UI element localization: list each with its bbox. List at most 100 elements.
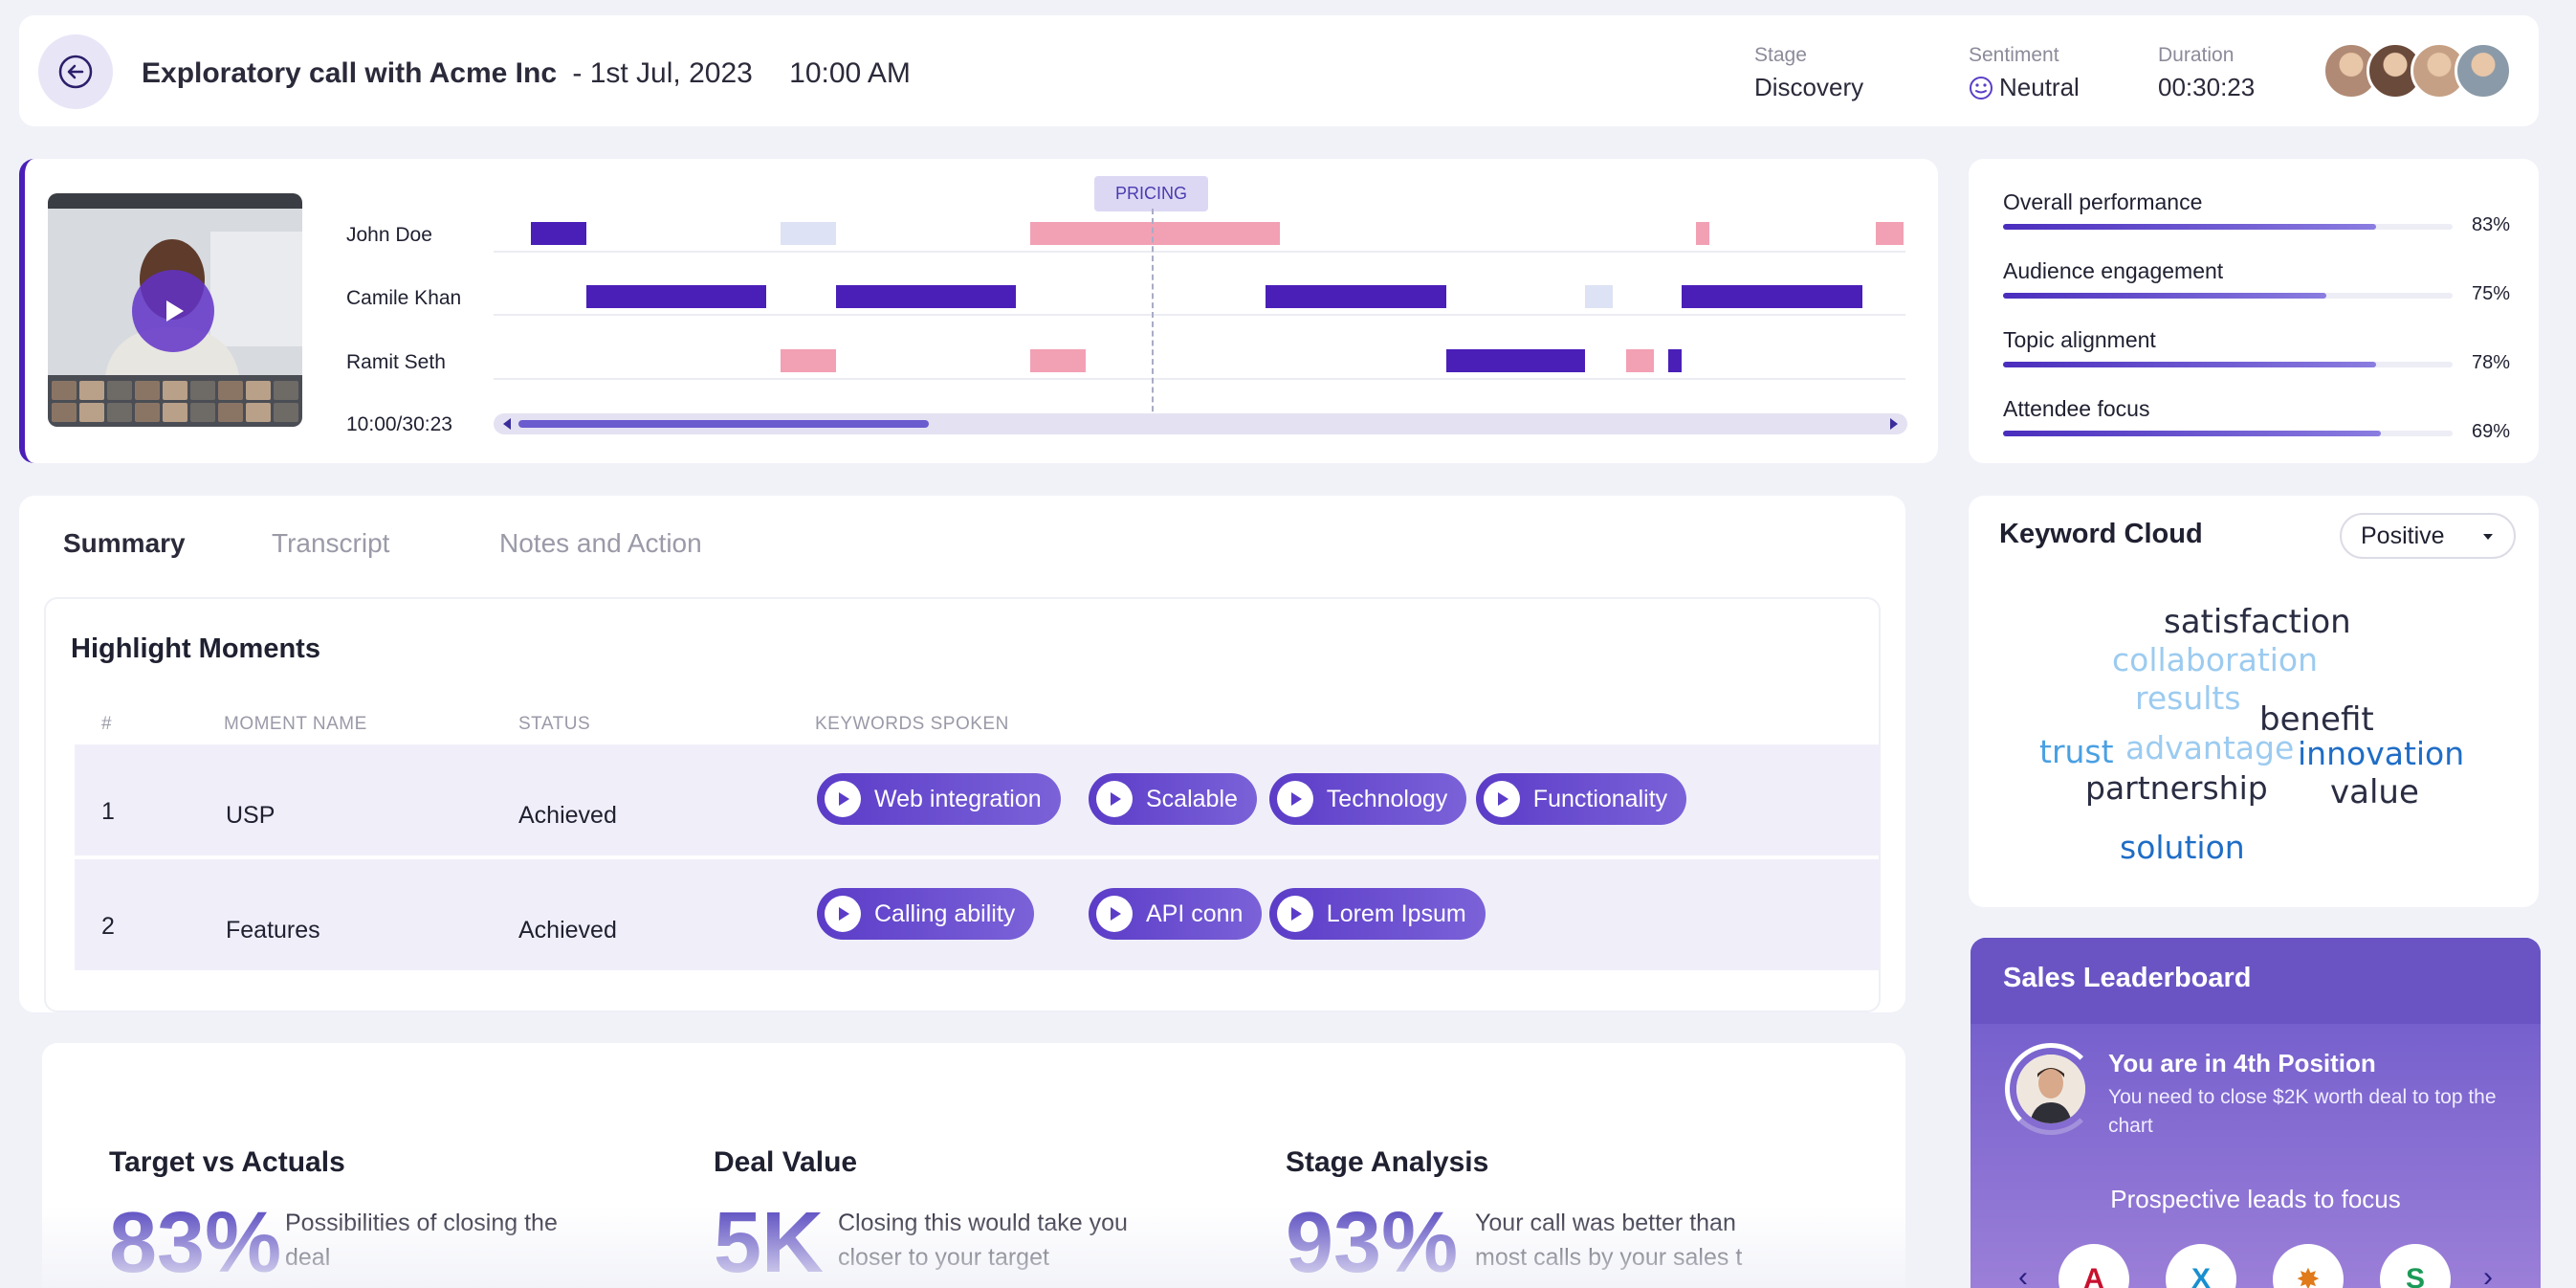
keyword-chip[interactable]: Functionality [1475, 773, 1687, 825]
metric-title: Deal Value [714, 1146, 858, 1178]
play-icon [1276, 781, 1313, 817]
keyword-cloud-card: Keyword Cloud Positive satisfaction colla… [1969, 496, 2539, 907]
speaker-segment[interactable] [585, 285, 766, 308]
speaker-segment[interactable] [530, 222, 586, 245]
scroll-right-icon[interactable] [1890, 418, 1898, 430]
performance-bar [2003, 293, 2453, 299]
col-number: # [101, 714, 113, 734]
chevron-left-icon[interactable]: ‹ [2018, 1261, 2028, 1288]
keyword-word[interactable]: innovation [2298, 735, 2465, 772]
performance-metric: Overall performance 83% [2003, 189, 2510, 235]
attendee-avatar[interactable] [2455, 42, 2512, 100]
play-triangle [1111, 792, 1121, 806]
call-name: Exploratory call with Acme Inc [142, 57, 558, 89]
performance-metric-label: Attendee focus [2003, 396, 2150, 421]
performance-metric-value: 83% [2471, 214, 2510, 235]
lead-logo[interactable]: ✸ [2273, 1244, 2344, 1288]
keyword-word[interactable]: results [2135, 679, 2241, 717]
tab-notes-and-action[interactable]: Notes and Action [499, 528, 702, 558]
performance-metric-value: 75% [2471, 283, 2510, 304]
play-icon [825, 781, 861, 817]
leaderboard-header [1971, 938, 2541, 1024]
sentiment-value-row: Neutral [1969, 73, 2080, 102]
keyword-chip[interactable]: Calling ability [817, 888, 1035, 940]
table-row[interactable]: 1 USP Achieved Web integration Scalable Techn… [75, 744, 1881, 855]
keyword-word[interactable]: value [2330, 773, 2419, 811]
keyword-label: API conn [1146, 899, 1244, 927]
pricing-marker[interactable]: PRICING [1094, 176, 1209, 211]
tab-transcript[interactable]: Transcript [272, 528, 390, 558]
keyword-word[interactable]: benefit [2259, 700, 2374, 739]
chevron-right-icon[interactable]: › [2483, 1261, 2493, 1288]
speaker-segment[interactable] [780, 222, 836, 245]
speaker-segment[interactable] [1266, 285, 1446, 308]
speaker-segment[interactable] [1029, 222, 1280, 245]
keyword-word[interactable]: solution [2120, 829, 2245, 866]
speaker-segment[interactable] [1626, 349, 1654, 372]
timeline-scrollbar[interactable] [494, 413, 1907, 434]
speaker-segment[interactable] [1682, 285, 1862, 308]
keyword-chip[interactable]: Lorem Ipsum [1268, 888, 1486, 940]
participant-thumbnail [79, 381, 104, 400]
metric-description: Your call was better than most calls by … [1475, 1210, 1743, 1272]
metric-title: Target vs Actuals [109, 1146, 345, 1178]
speaker-segment[interactable] [1667, 349, 1682, 372]
scroll-thumb[interactable] [518, 420, 929, 428]
speaker-segment[interactable] [1584, 285, 1613, 308]
moment-name: USP [226, 802, 275, 829]
keyword-word[interactable]: partnership [2085, 769, 2268, 807]
back-button[interactable] [38, 34, 113, 109]
tab-summary[interactable]: Summary [63, 528, 186, 558]
keyword-chip[interactable]: Web integration [817, 773, 1061, 825]
lead-logo[interactable]: S [2380, 1244, 2451, 1288]
leaderboard-position: You are in 4th Position [2108, 1049, 2376, 1077]
speaker-segment[interactable] [1876, 222, 1904, 245]
video-thumbnail[interactable] [48, 193, 302, 427]
performance-metric-value: 69% [2471, 421, 2510, 442]
participant-thumbnail [52, 381, 77, 400]
performance-card: Overall performance 83% Audience engagemen… [1969, 159, 2539, 463]
lead-logo[interactable]: X [2166, 1244, 2236, 1288]
keyword-chip[interactable]: Technology [1268, 773, 1467, 825]
moment-status: Achieved [518, 917, 617, 944]
keyword-word[interactable]: trust [2039, 733, 2114, 770]
speaker-segment[interactable] [780, 349, 836, 372]
keyword-label: Web integration [874, 785, 1042, 812]
performance-bar-fill [2003, 362, 2377, 367]
keyword-label: Scalable [1146, 785, 1238, 812]
table-row[interactable]: 2 Features Achieved Calling ability API conn… [75, 859, 1881, 970]
keyword-word[interactable]: satisfaction [2164, 603, 2351, 641]
performance-bar-fill [2003, 431, 2381, 436]
speaker-segment[interactable] [1695, 222, 1709, 245]
keyword-chip[interactable]: Scalable [1089, 773, 1257, 825]
keyword-chip[interactable]: API conn [1089, 888, 1263, 940]
participant-thumbnail [79, 403, 104, 422]
metric-description: Closing this would take you closer to yo… [838, 1210, 1128, 1272]
metrics-panel: Target vs Actuals 83% Possibilities of clo… [42, 1043, 1905, 1288]
play-button[interactable] [132, 270, 214, 352]
speaker-segment[interactable] [1029, 349, 1086, 372]
summary-panel: Summary Transcript Notes and Action High… [19, 496, 1905, 1012]
keyword-cloud-title: Keyword Cloud [1999, 519, 2203, 549]
participant-thumbnail [274, 381, 298, 400]
call-title: Exploratory call with Acme Inc - 1st Jul… [142, 57, 911, 90]
call-header: Exploratory call with Acme Inc - 1st Jul… [19, 15, 2539, 126]
participant-thumbnail [190, 381, 215, 400]
performance-metric: Attendee focus 69% [2003, 396, 2510, 442]
attendee-avatars[interactable] [2323, 42, 2512, 100]
participant-thumbnail [246, 403, 271, 422]
speaker-segment[interactable] [1445, 349, 1585, 372]
keyword-word[interactable]: collaboration [2112, 641, 2319, 678]
participant-thumbnail [135, 403, 160, 422]
play-icon [1276, 896, 1313, 932]
keyword-word[interactable]: advantage [2125, 729, 2295, 766]
sentiment-filter-select[interactable]: Positive [2340, 513, 2516, 559]
play-triangle [839, 792, 849, 806]
participant-thumbnail [163, 403, 187, 422]
scroll-left-icon[interactable] [503, 418, 511, 430]
lead-logo[interactable]: A [2059, 1244, 2129, 1288]
speaker-track-line [494, 251, 1905, 253]
keyword-label: Lorem Ipsum [1326, 899, 1466, 927]
call-date: - 1st Jul, 2023 [572, 57, 753, 89]
speaker-segment[interactable] [835, 285, 1016, 308]
